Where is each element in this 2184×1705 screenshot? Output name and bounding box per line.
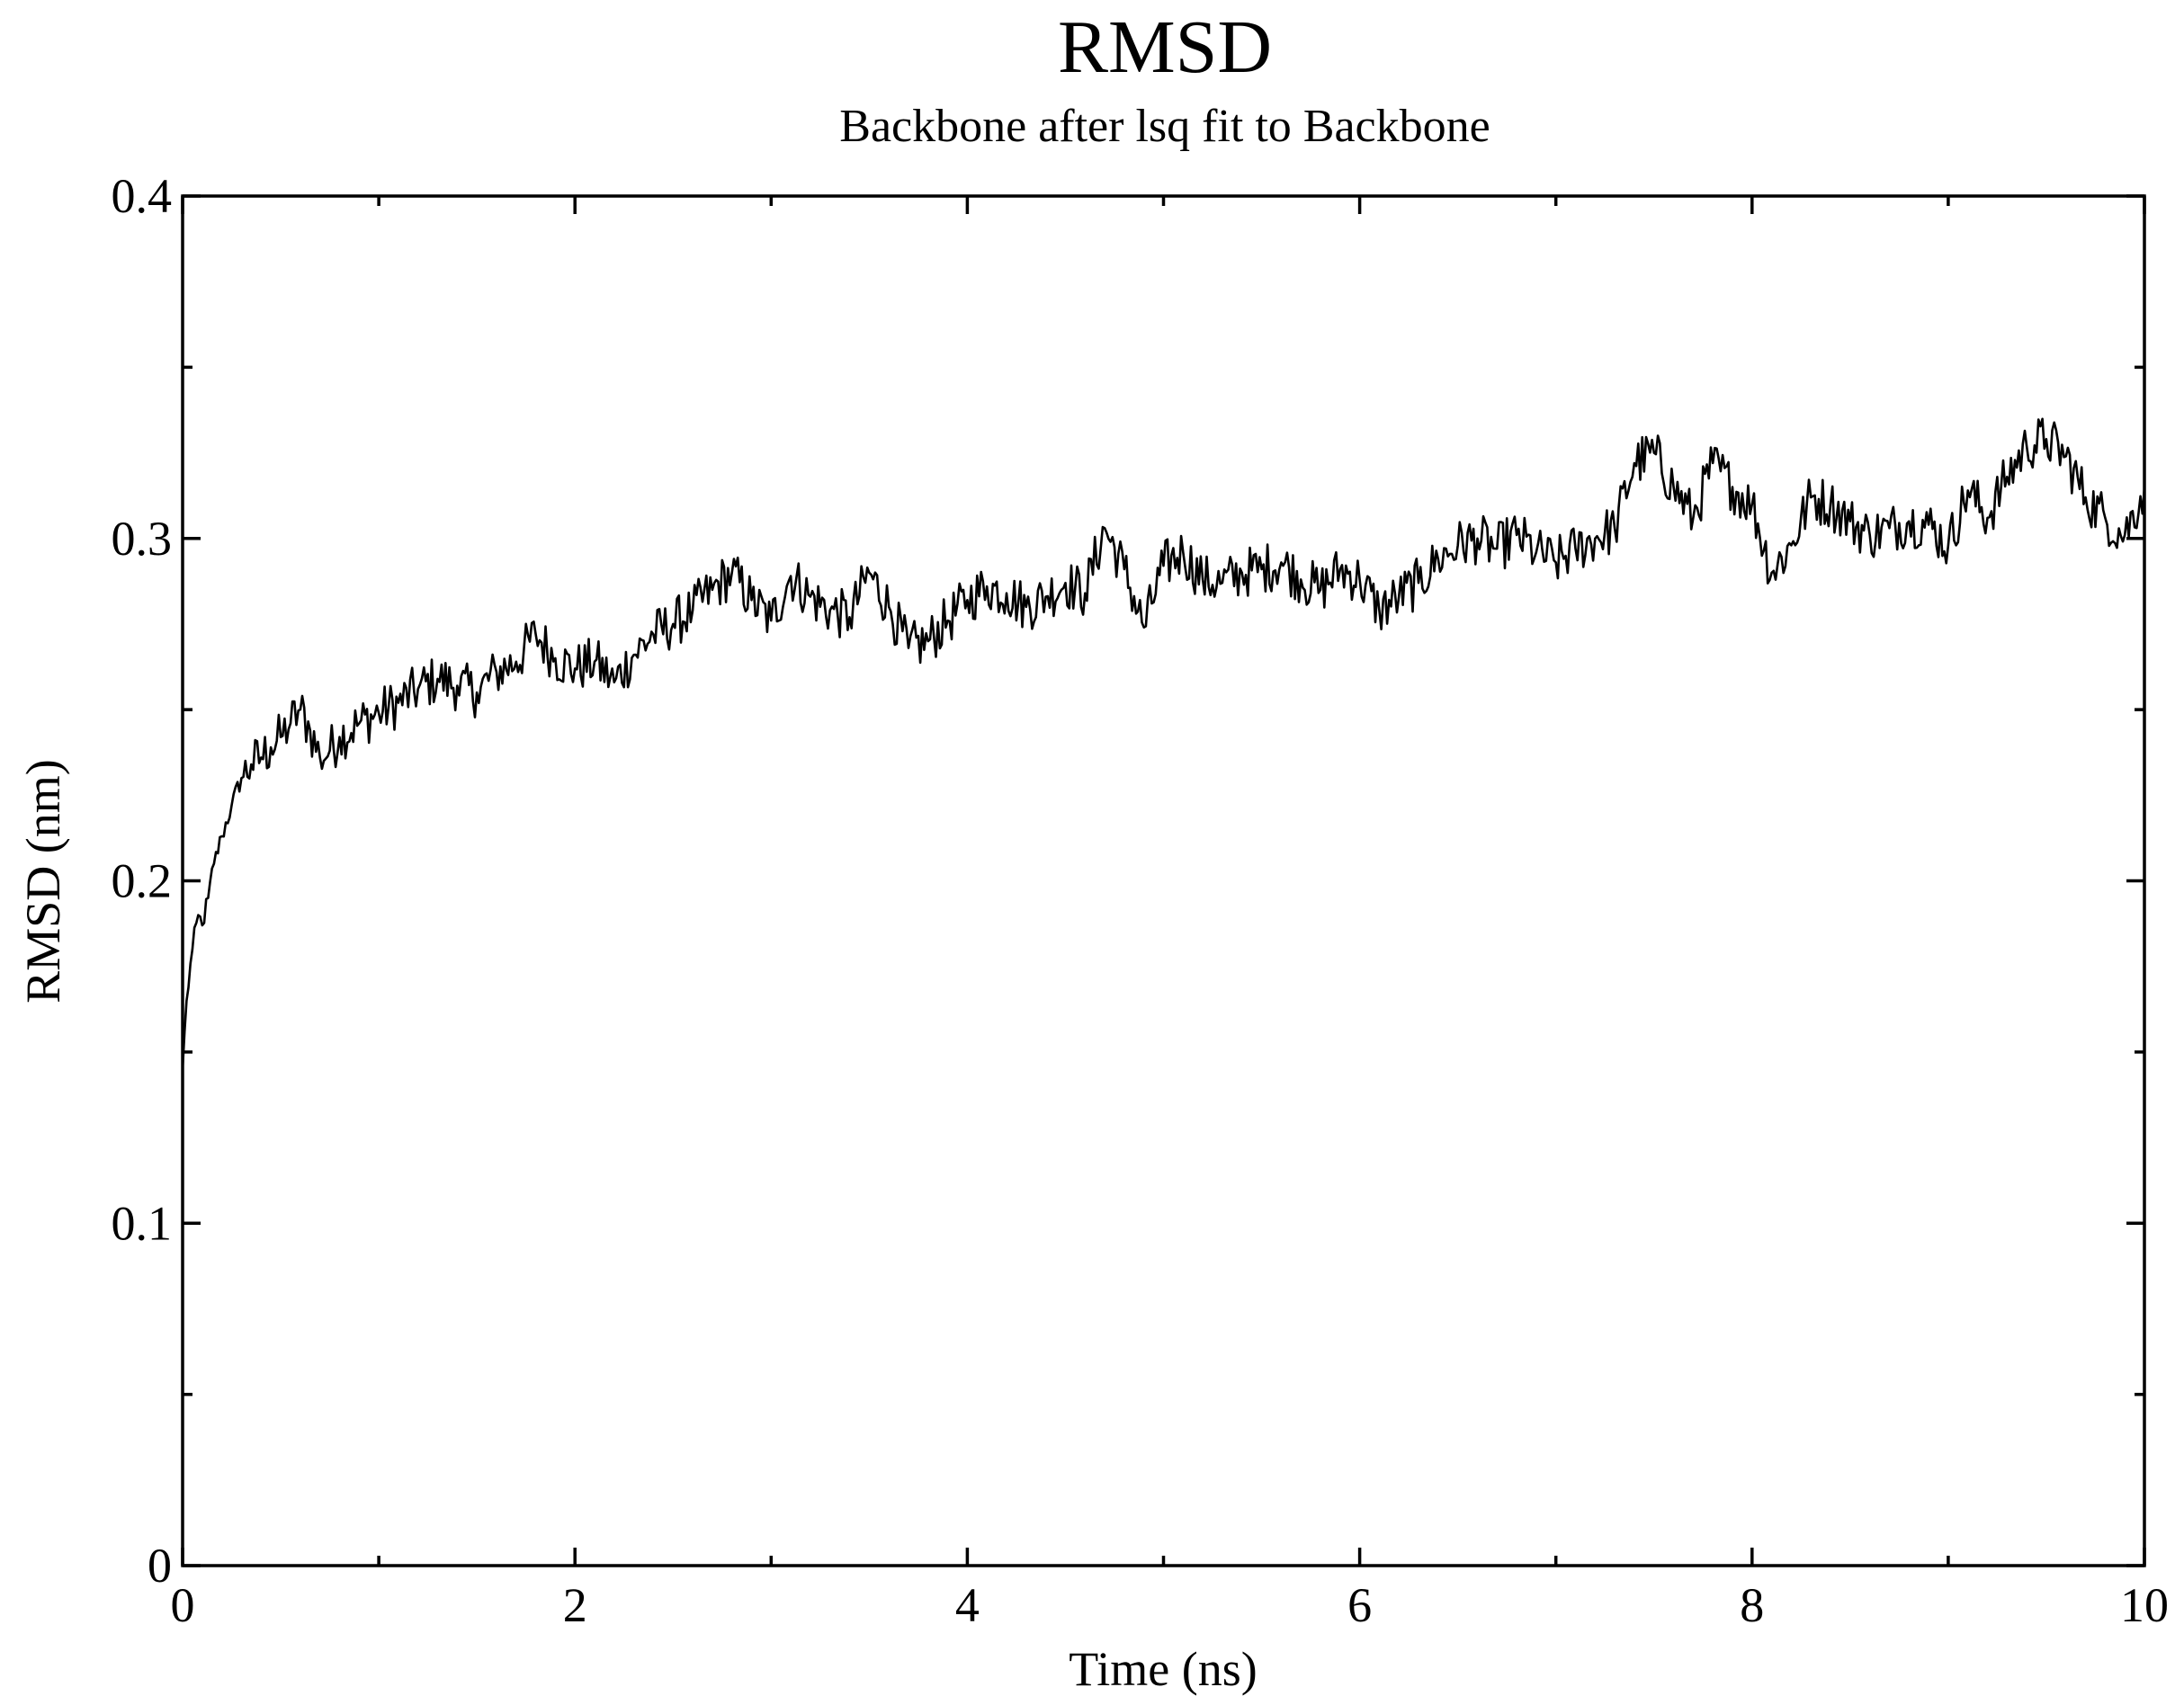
y-tick-label: 0.3	[112, 512, 173, 566]
chart-title: RMSD	[1058, 5, 1272, 89]
x-tick-label: 6	[1347, 1578, 1372, 1632]
x-tick-label: 10	[2120, 1578, 2169, 1632]
rmsd-series-line	[181, 417, 2146, 1069]
x-tick-label: 8	[1740, 1578, 1764, 1632]
x-tick-label: 2	[563, 1578, 587, 1632]
y-axis-label: RMSD (nm)	[16, 759, 70, 1004]
y-tick-label: 0.2	[112, 854, 173, 908]
x-tick-label: 0	[171, 1578, 195, 1632]
y-tick-label: 0.4	[112, 169, 173, 223]
plot-frame	[181, 194, 2146, 1567]
x-axis-label: Time (ns)	[1069, 1642, 1258, 1696]
y-tick-label: 0.1	[112, 1196, 173, 1250]
y-axis-ticks: 0 0.1 0.2 0.3 0.4	[112, 169, 2144, 1593]
chart-subtitle: Backbone after lsq fit to Backbone	[839, 101, 1490, 152]
x-axis-ticks: 0 2 4 6 8 10	[171, 196, 2169, 1632]
x-tick-label: 4	[955, 1578, 980, 1632]
y-tick-label: 0	[148, 1539, 172, 1593]
